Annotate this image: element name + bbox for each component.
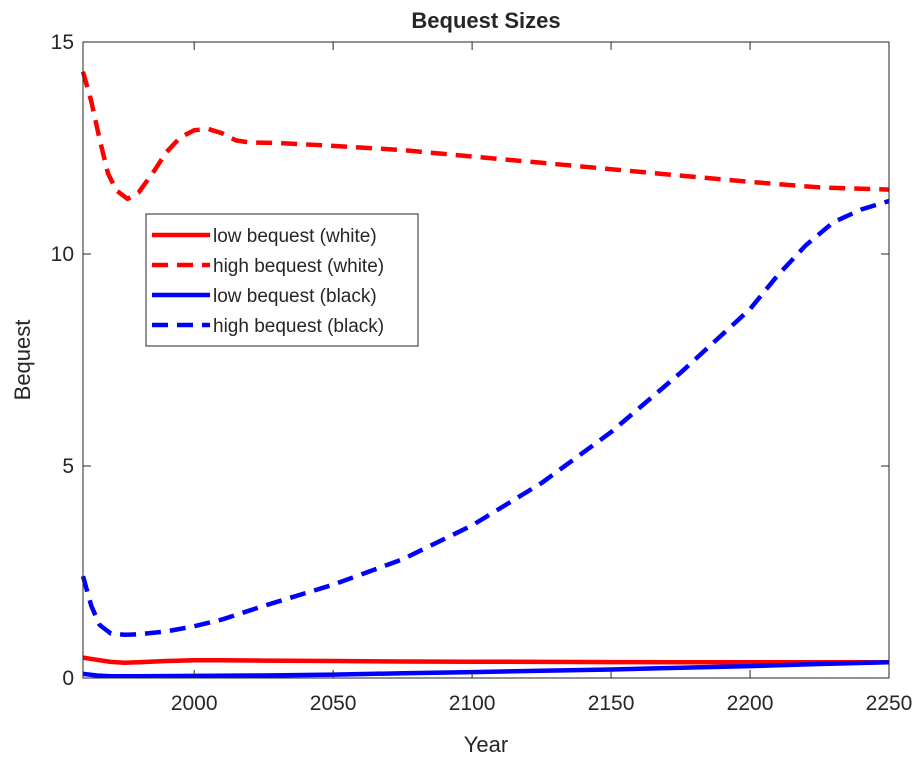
legend: low bequest (white) high bequest (white) l… — [145, 213, 419, 347]
chart-title: Bequest Sizes — [411, 8, 560, 33]
y-tick-label: 10 — [51, 243, 74, 266]
legend-label-1: low bequest (white) — [213, 226, 377, 247]
x-tick-label: 2150 — [588, 692, 635, 715]
y-axis-label: Bequest — [10, 320, 35, 401]
axes-box — [82, 41, 890, 679]
series-line-3 — [82, 660, 890, 679]
series-line-1 — [82, 655, 889, 665]
y-tick-label: 5 — [62, 455, 74, 478]
y-tick-label: 15 — [51, 31, 74, 54]
x-tick-label: 2100 — [449, 692, 496, 715]
x-axis-label: Year — [464, 732, 508, 757]
x-tick-label: 2000 — [171, 692, 218, 715]
legend-label-3: low bequest (black) — [213, 286, 377, 307]
axes: 2000 2050 2100 2150 2200 2250 0 5 10 15 — [51, 31, 913, 715]
legend-label-4: high bequest (black) — [213, 316, 384, 337]
legend-label-2: high bequest (white) — [213, 256, 384, 277]
x-tick-label: 2250 — [866, 692, 913, 715]
series-line-2 — [80, 71, 890, 202]
plot-background — [83, 42, 889, 678]
x-tick-label: 2200 — [727, 692, 774, 715]
series-line-4 — [80, 198, 890, 638]
y-tick-label: 0 — [62, 667, 74, 690]
x-tick-label: 2050 — [310, 692, 357, 715]
series-lines — [80, 71, 890, 679]
